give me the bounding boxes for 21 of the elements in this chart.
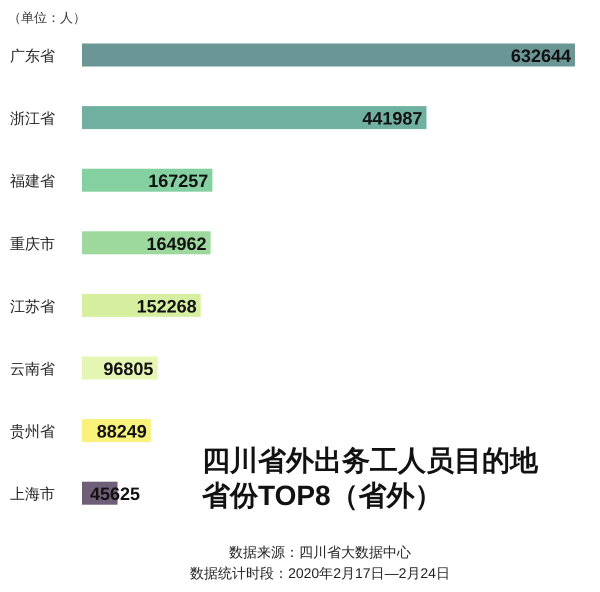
bar (82, 106, 426, 130)
y-tick-label: 贵州省 (10, 424, 55, 441)
data-label: 96805 (103, 359, 154, 379)
y-tick-label: 福建省 (10, 173, 55, 190)
data-label: 88249 (96, 422, 147, 442)
data-label: 167257 (148, 171, 208, 192)
y-tick-label: 云南省 (10, 361, 55, 378)
data-label: 152268 (136, 296, 197, 316)
data-label: 164962 (146, 234, 207, 254)
text: （单位：人） (8, 10, 86, 25)
source-note: 数据来源：四川省大数据中心 (229, 544, 411, 560)
data-label: 632644 (510, 46, 571, 66)
y-tick-label: 重庆市 (10, 236, 55, 253)
y-tick-label: 浙江省 (10, 110, 55, 128)
y-tick-label: 上海市 (10, 486, 55, 504)
data-label: 441987 (362, 108, 422, 129)
y-tick-label: 广东省 (10, 48, 55, 65)
text: 数据统计时段：2020年2月17日—2月24日 (190, 565, 450, 581)
bar (82, 44, 575, 66)
y-tick-label: 江苏省 (10, 298, 55, 316)
text: 四川省外出务工人员目的地省份TOP8（省外） (201, 445, 539, 511)
